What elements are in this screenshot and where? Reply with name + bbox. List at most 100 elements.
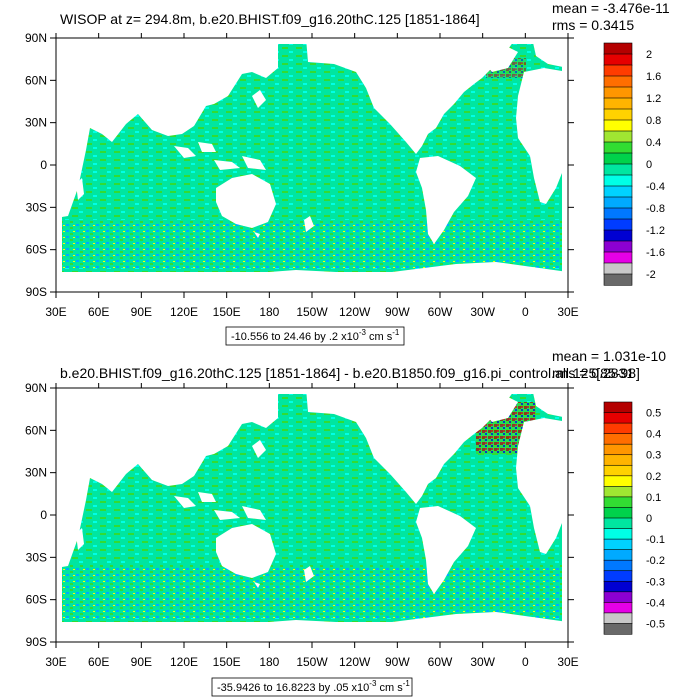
- colorbar-swatch: [603, 496, 633, 509]
- colorbar-label: 0.2: [646, 471, 661, 483]
- colorbar-swatch: [603, 602, 633, 614]
- colorbar-swatch: [603, 42, 633, 55]
- y-tick-label: 90N: [25, 31, 47, 45]
- panel-1-contour-units-exp: -1: [392, 328, 400, 337]
- colorbar-label: 0: [646, 159, 652, 171]
- y-tick-label: 60N: [25, 423, 47, 437]
- colorbar-swatch: [603, 591, 633, 603]
- x-tick-label: 150W: [296, 655, 328, 669]
- colorbar-label: -1.6: [646, 247, 665, 259]
- colorbar-swatch: [603, 612, 633, 625]
- y-tick-label: 90S: [26, 635, 47, 649]
- colorbar-swatch: [603, 517, 633, 530]
- colorbar-swatch: [603, 528, 633, 540]
- colorbar-label: -0.8: [646, 203, 665, 215]
- colorbar-swatch: [603, 433, 633, 445]
- colorbar-swatch: [603, 486, 633, 498]
- y-tick-label: 90N: [25, 381, 47, 395]
- colorbar-label: 0.1: [646, 492, 661, 504]
- y-tick-label: 0: [40, 508, 47, 522]
- panel-2-mean: mean = 1.031e-10: [552, 348, 666, 364]
- colorbar-label: -0.4: [646, 181, 665, 193]
- panel-2-contour-units: cm s: [376, 682, 403, 694]
- colorbar-swatch: [603, 108, 633, 121]
- panel-1-mean: mean = -3.476e-11: [552, 0, 670, 16]
- colorbar-swatch: [603, 412, 633, 424]
- panel-1-contour-exp: -3: [359, 328, 367, 337]
- y-tick-label: 30N: [25, 116, 47, 130]
- colorbar-swatch: [603, 53, 633, 66]
- y-tick-label: 30S: [26, 550, 47, 564]
- x-tick-label: 150E: [213, 305, 241, 319]
- x-tick-label: 30E: [557, 655, 578, 669]
- colorbar-label: -2: [646, 269, 656, 281]
- x-tick-label: 90W: [385, 305, 410, 319]
- colorbar-swatch: [603, 475, 633, 487]
- x-tick-label: 90W: [385, 655, 410, 669]
- x-tick-label: 90E: [131, 305, 152, 319]
- colorbar-swatch: [603, 580, 633, 593]
- colorbar-swatch: [603, 75, 633, 88]
- colorbar-swatch: [603, 218, 633, 231]
- panel-2-map: [55, 387, 569, 643]
- colorbar-swatch: [603, 64, 633, 77]
- colorbar-swatch: [603, 538, 633, 551]
- colorbar-label: 0: [646, 513, 652, 525]
- x-tick-label: 150E: [213, 655, 241, 669]
- colorbar-swatch: [603, 443, 633, 456]
- y-tick-label: 90S: [26, 285, 47, 299]
- x-tick-label: 60W: [428, 305, 453, 319]
- x-tick-label: 30E: [45, 655, 66, 669]
- x-tick-label: 60W: [428, 655, 453, 669]
- colorbar-swatch: [603, 207, 633, 220]
- colorbar-label: 0.4: [646, 429, 661, 441]
- panel-2-contour-exp: -3: [369, 679, 377, 688]
- x-tick-label: 0: [522, 655, 529, 669]
- y-tick-label: 0: [40, 158, 47, 172]
- colorbar-swatch: [603, 623, 633, 635]
- colorbar-swatch: [603, 401, 633, 414]
- x-tick-label: 180: [259, 655, 279, 669]
- panel-1-contour-info: -10.556 to 24.46 by .2 x10-3 cm s-1: [225, 326, 405, 346]
- colorbar-swatch: [603, 251, 633, 264]
- colorbar-label: 0.5: [646, 408, 661, 420]
- colorbar-swatch: [603, 273, 633, 286]
- x-tick-label: 30E: [45, 305, 66, 319]
- colorbar-swatch: [603, 97, 633, 110]
- x-tick-label: 0: [522, 305, 529, 319]
- colorbar-swatch: [603, 422, 633, 435]
- panel-2-title: b.e20.BHIST.f09_g16.20thC.125 [1851-1864…: [60, 365, 640, 381]
- panel-1-rms: rms = 0.3415: [552, 17, 634, 33]
- panel-1-title: WISOP at z= 294.8m, b.e20.BHIST.f09_g16.…: [60, 11, 480, 27]
- svg-text:-10.556 to 24.46 by .2 x10-3 c: -10.556 to 24.46 by .2 x10-3 cm s-1: [231, 328, 400, 343]
- colorbar-label: -0.1: [646, 534, 665, 546]
- panel-1-map: [55, 37, 569, 293]
- x-tick-label: 120E: [170, 655, 198, 669]
- x-tick-label: 60E: [88, 305, 109, 319]
- colorbar-swatch: [603, 454, 633, 466]
- x-tick-label: 120W: [339, 655, 371, 669]
- colorbar-swatch: [603, 549, 633, 561]
- panel-1-x-axis: 30E 60E 90E 120E 150E 180 150W 120W 90W 60W 30W 0 30…: [45, 33, 579, 319]
- panel-1-y-axis: 90N 60N 30N 0 30S 60S 90S: [25, 31, 574, 299]
- colorbar-swatch: [603, 559, 633, 572]
- colorbar-swatch: [603, 174, 633, 187]
- panel-1-southern-ocean: [62, 220, 562, 268]
- y-tick-label: 60S: [26, 243, 47, 257]
- colorbar-swatch: [603, 152, 633, 165]
- colorbar-swatch: [603, 464, 633, 477]
- svg-text:-35.9426 to 16.8223 by .05 x10: -35.9426 to 16.8223 by .05 x10-3 cm s-1: [217, 679, 410, 694]
- colorbar-label: 1.2: [646, 93, 661, 105]
- colorbar-swatch: [603, 130, 633, 143]
- panel-1-contour-text: -10.556 to 24.46 by .2 x10: [231, 331, 359, 343]
- y-tick-label: 60N: [25, 73, 47, 87]
- colorbar-swatch: [603, 507, 633, 519]
- colorbar-label: -1.2: [646, 225, 665, 237]
- colorbar-label: -0.4: [646, 597, 665, 609]
- colorbar-label: -0.3: [646, 576, 665, 588]
- x-tick-label: 90E: [131, 655, 152, 669]
- colorbar-swatch: [603, 570, 633, 582]
- colorbar-swatch: [603, 163, 633, 176]
- y-tick-label: 30N: [25, 466, 47, 480]
- colorbar-label: 0.8: [646, 115, 661, 127]
